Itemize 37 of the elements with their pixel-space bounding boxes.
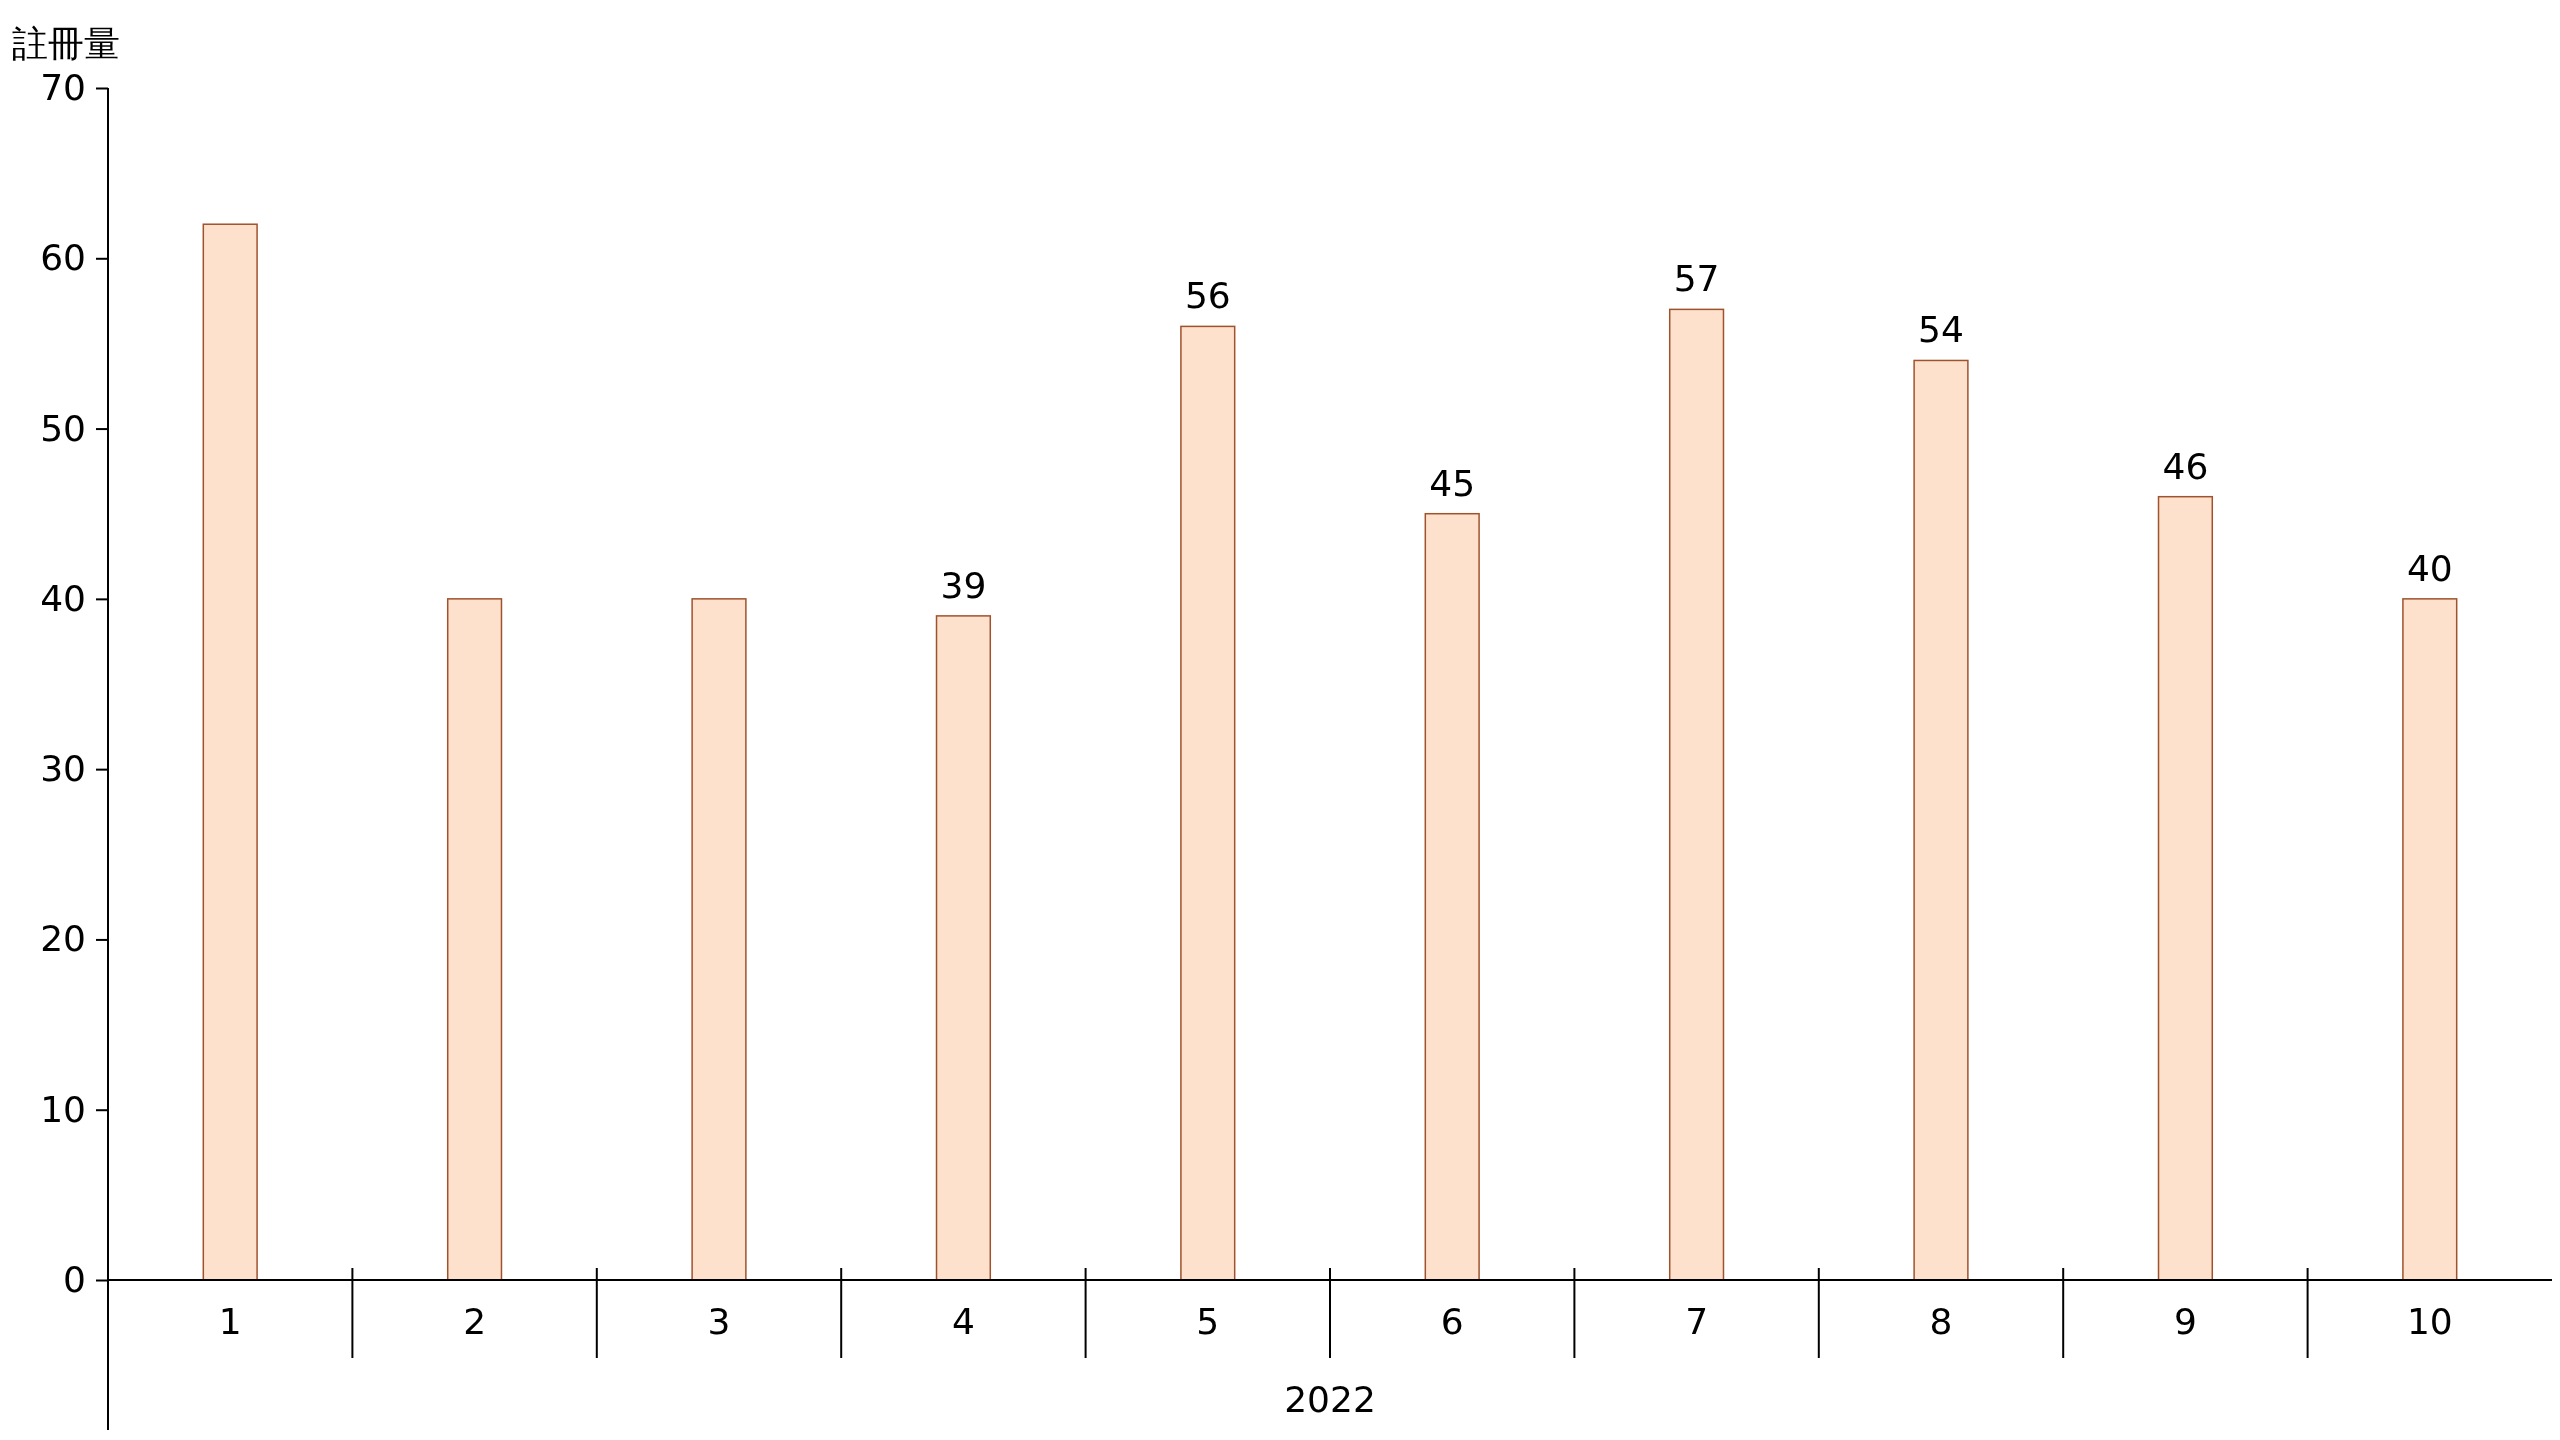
y-tick-label: 40 (40, 577, 86, 619)
bar (935, 615, 992, 1281)
x-tick-label: 8 (1929, 1301, 1953, 1342)
x-tick-label: 4 (951, 1301, 975, 1342)
y-axis-title: 註冊量 (12, 23, 120, 64)
x-tick-label: 6 (1440, 1301, 1464, 1342)
x-tick-label: 3 (707, 1301, 731, 1342)
x-tick-label: 7 (1685, 1301, 1709, 1342)
bar (691, 598, 747, 1281)
bar (1668, 308, 1725, 1281)
bar (2157, 495, 2214, 1281)
bar (446, 598, 503, 1281)
bar (2402, 598, 2458, 1281)
x-tick-label: 2 (463, 1301, 487, 1342)
data-label: 46 (2162, 445, 2209, 487)
y-tick-label: 50 (40, 407, 86, 449)
y-tick-label: 60 (40, 237, 86, 279)
data-label: 56 (1184, 275, 1231, 317)
x-tick-label: 1 (218, 1301, 242, 1342)
x-axis-title: 2022 (1284, 1379, 1376, 1420)
bar (1180, 325, 1236, 1281)
bar (1424, 512, 1480, 1281)
bar (202, 223, 258, 1281)
y-tick-label: 10 (40, 1088, 86, 1130)
bar (1913, 359, 1969, 1281)
x-tick-label: 5 (1196, 1301, 1220, 1342)
data-label: 45 (1429, 462, 1476, 504)
data-label: 57 (1673, 258, 1720, 300)
data-label: 39 (940, 564, 987, 606)
data-label: 40 (2406, 547, 2453, 589)
data-label: 54 (1918, 309, 1964, 351)
y-tick-label: 0 (63, 1259, 86, 1301)
y-tick-label: 20 (40, 918, 86, 960)
y-tick-label: 30 (40, 748, 86, 790)
x-tick-label: 9 (2173, 1301, 2197, 1342)
y-tick-label: 70 (40, 67, 86, 109)
x-tick-label: 10 (2406, 1301, 2453, 1342)
